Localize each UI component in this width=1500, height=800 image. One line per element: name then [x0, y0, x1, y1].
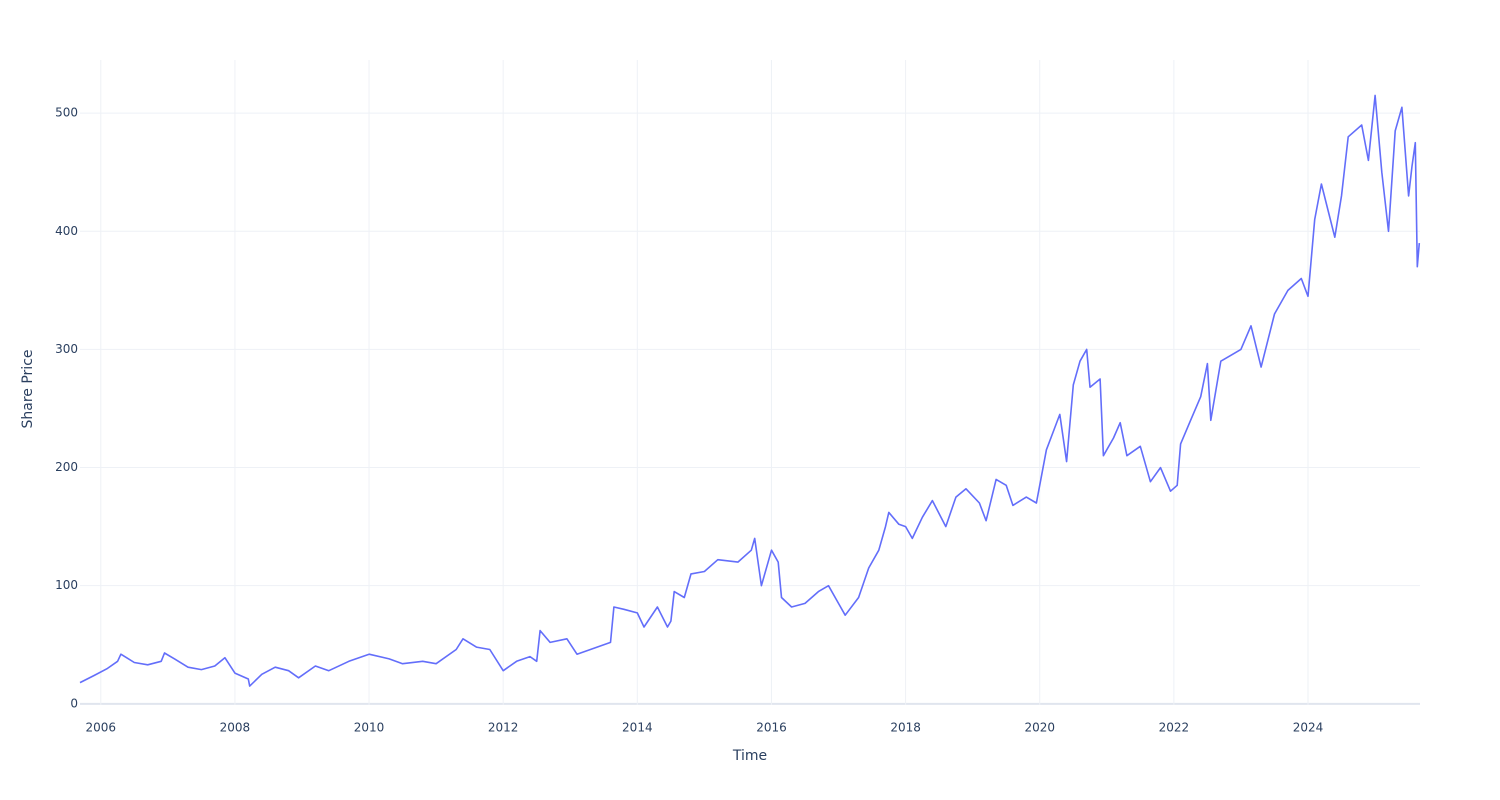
x-tick-label: 2020	[1024, 721, 1055, 735]
x-tick-label: 2024	[1293, 721, 1324, 735]
x-tick-label: 2012	[488, 721, 519, 735]
y-axis-title: Share Price	[20, 349, 36, 428]
y-tick-label: 0	[70, 696, 78, 710]
x-tick-label: 2008	[220, 721, 251, 735]
price-line	[79, 94, 1421, 687]
x-axis-title: Time	[732, 748, 767, 764]
x-tick-label: 2010	[354, 721, 385, 735]
y-tick-label: 500	[55, 106, 78, 120]
x-tick-label: 2018	[890, 721, 921, 735]
y-tick-label: 300	[55, 342, 78, 356]
y-tick-label: 400	[55, 224, 78, 238]
x-tick-label: 2016	[756, 721, 787, 735]
y-tick-label: 200	[55, 460, 78, 474]
y-tick-label: 100	[55, 578, 78, 592]
x-tick-label: 2022	[1159, 721, 1190, 735]
x-tick-label: 2014	[622, 721, 653, 735]
x-tick-label: 2006	[86, 721, 117, 735]
